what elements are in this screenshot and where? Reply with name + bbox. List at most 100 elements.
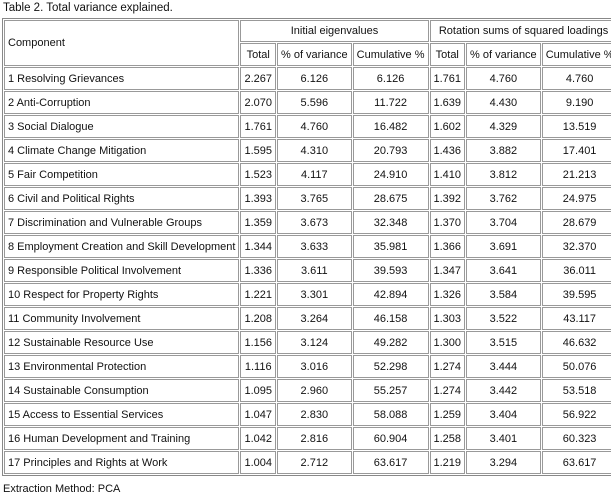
value-cell: 43.117 — [541, 307, 611, 330]
value-cell: 16.482 — [352, 115, 429, 138]
component-cell: 15 Access to Essential Services — [4, 403, 240, 426]
value-cell: 1.370 — [429, 211, 466, 234]
value-cell: 24.975 — [541, 187, 611, 210]
value-cell: 24.910 — [352, 163, 429, 186]
value-cell: 60.323 — [541, 427, 611, 450]
value-cell: 2.830 — [276, 403, 352, 426]
column-header: Total — [429, 43, 466, 66]
value-cell: 1.347 — [429, 259, 466, 282]
value-cell: 1.208 — [240, 307, 276, 330]
table-row: 9 Responsible Political Involvement 1.336… — [4, 259, 611, 282]
component-cell: 7 Discrimination and Vulnerable Groups — [4, 211, 240, 234]
component-cell: 9 Responsible Political Involvement — [4, 259, 240, 282]
column-header: Cumulative % — [352, 43, 429, 66]
value-cell: 1.344 — [240, 235, 276, 258]
value-cell: 2.960 — [276, 379, 352, 402]
value-cell: 1.523 — [240, 163, 276, 186]
table-row: 13 Environmental Protection 1.116 3.016 52.… — [4, 355, 611, 378]
variance-table: Component Initial eigenvalues Rotation s… — [2, 18, 611, 476]
value-cell: 46.158 — [352, 307, 429, 330]
value-cell: 1.336 — [240, 259, 276, 282]
value-cell: 1.116 — [240, 355, 276, 378]
value-cell: 3.611 — [276, 259, 352, 282]
value-cell: 3.812 — [466, 163, 541, 186]
value-cell: 56.922 — [541, 403, 611, 426]
component-cell: 1 Resolving Grievances — [4, 67, 240, 90]
value-cell: 1.095 — [240, 379, 276, 402]
value-cell: 39.593 — [352, 259, 429, 282]
value-cell: 4.430 — [466, 91, 541, 114]
component-cell: 5 Fair Competition — [4, 163, 240, 186]
value-cell: 3.301 — [276, 283, 352, 306]
value-cell: 17.401 — [541, 139, 611, 162]
component-cell: 4 Climate Change Mitigation — [4, 139, 240, 162]
value-cell: 1.392 — [429, 187, 466, 210]
value-cell: 1.274 — [429, 355, 466, 378]
value-cell: 9.190 — [541, 91, 611, 114]
column-header: Cumulative % — [541, 43, 611, 66]
value-cell: 3.444 — [466, 355, 541, 378]
table-row: 7 Discrimination and Vulnerable Groups 1.… — [4, 211, 611, 234]
value-cell: 55.257 — [352, 379, 429, 402]
value-cell: 3.584 — [466, 283, 541, 306]
value-cell: 3.765 — [276, 187, 352, 210]
value-cell: 4.760 — [466, 67, 541, 90]
value-cell: 1.393 — [240, 187, 276, 210]
column-header: Total — [240, 43, 276, 66]
header-row: Total% of variance Cumulative % Total% of … — [4, 43, 611, 66]
value-cell: 36.011 — [541, 259, 611, 282]
header-row: Component Initial eigenvalues Rotation s… — [4, 20, 611, 66]
value-cell: 1.156 — [240, 331, 276, 354]
group-header: Initial eigenvalues — [240, 20, 429, 42]
group-header: Rotation sums of squared loadings — [429, 20, 611, 42]
value-cell: 1.274 — [429, 379, 466, 402]
header-cell: Component — [4, 20, 240, 66]
value-cell: 28.675 — [352, 187, 429, 210]
value-cell: 13.519 — [541, 115, 611, 138]
table-row: 1 Resolving Grievances 2.267 6.126 6.126 1.7… — [4, 67, 611, 90]
value-cell: 1.761 — [429, 67, 466, 90]
table-row: 11 Community Involvement 1.208 3.264 46.158… — [4, 307, 611, 330]
value-cell: 1.300 — [429, 331, 466, 354]
component-cell: 10 Respect for Property Rights — [4, 283, 240, 306]
value-cell: 3.704 — [466, 211, 541, 234]
value-cell: 5.596 — [276, 91, 352, 114]
value-cell: 2.712 — [276, 451, 352, 474]
value-cell: 39.595 — [541, 283, 611, 306]
table-row: 16 Human Development and Training 1.042 2.… — [4, 427, 611, 450]
table-row: 17 Principles and Rights at Work 1.004 2.7… — [4, 451, 611, 474]
value-cell: 3.442 — [466, 379, 541, 402]
component-cell: 2 Anti-Corruption — [4, 91, 240, 114]
value-cell: 1.639 — [429, 91, 466, 114]
table-row: 3 Social Dialogue 1.761 4.760 16.482 1.602 4.… — [4, 115, 611, 138]
value-cell: 3.404 — [466, 403, 541, 426]
value-cell: 35.981 — [352, 235, 429, 258]
value-cell: 1.602 — [429, 115, 466, 138]
value-cell: 1.595 — [240, 139, 276, 162]
value-cell: 49.282 — [352, 331, 429, 354]
value-cell: 53.518 — [541, 379, 611, 402]
component-cell: 16 Human Development and Training — [4, 427, 240, 450]
value-cell: 1.436 — [429, 139, 466, 162]
value-cell: 3.691 — [466, 235, 541, 258]
value-cell: 32.348 — [352, 211, 429, 234]
value-cell: 1.042 — [240, 427, 276, 450]
value-cell: 11.722 — [352, 91, 429, 114]
value-cell: 1.366 — [429, 235, 466, 258]
table-caption: Table 2. Total variance explained. — [3, 2, 173, 14]
value-cell: 3.515 — [466, 331, 541, 354]
value-cell: 21.213 — [541, 163, 611, 186]
value-cell: 50.076 — [541, 355, 611, 378]
value-cell: 1.004 — [240, 451, 276, 474]
table-row: 15 Access to Essential Services 1.047 2.83… — [4, 403, 611, 426]
value-cell: 3.401 — [466, 427, 541, 450]
value-cell: 32.370 — [541, 235, 611, 258]
value-cell: 1.258 — [429, 427, 466, 450]
value-cell: 4.117 — [276, 163, 352, 186]
table-row: 2 Anti-Corruption 2.070 5.596 11.722 1.639 4.… — [4, 91, 611, 114]
table-row: 4 Climate Change Mitigation 1.595 4.310 20.… — [4, 139, 611, 162]
value-cell: 46.632 — [541, 331, 611, 354]
value-cell: 60.904 — [352, 427, 429, 450]
value-cell: 3.294 — [466, 451, 541, 474]
column-header: % of variance — [276, 43, 352, 66]
